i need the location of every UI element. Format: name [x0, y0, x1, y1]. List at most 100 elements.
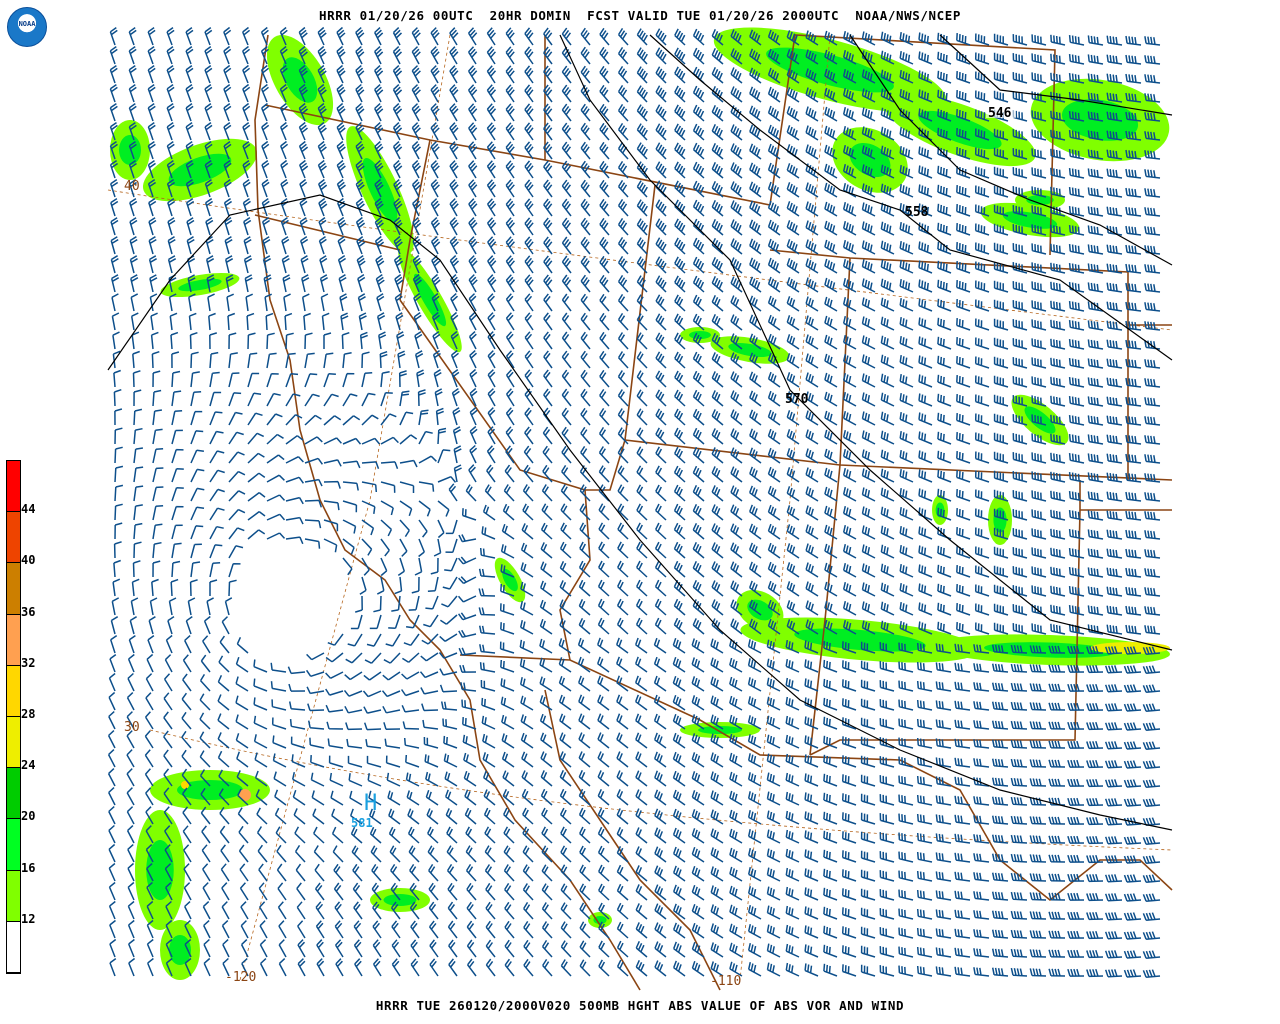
wind-barb: [974, 166, 990, 179]
wind-barb: [918, 298, 933, 312]
wind-barb: [993, 128, 1009, 141]
wind-barb: [991, 739, 1009, 749]
wind-barb: [188, 293, 196, 312]
wind-barb: [318, 197, 328, 217]
lat-label-40: 40: [124, 179, 140, 194]
wind-barb: [804, 944, 819, 958]
wind-barb: [1106, 111, 1123, 122]
wind-barb: [228, 451, 245, 464]
wind-barb: [165, 634, 173, 654]
wind-barb: [1106, 130, 1123, 141]
wind-barb: [133, 427, 143, 445]
wind-barb: [674, 313, 686, 331]
wind-barb: [1031, 376, 1047, 388]
wind-barb: [805, 600, 819, 616]
wind-barb: [956, 166, 971, 179]
wind-barb: [294, 826, 306, 844]
wind-barb: [1050, 129, 1066, 141]
wind-barb: [397, 557, 406, 577]
wind-barb: [1104, 760, 1123, 769]
wind-barb: [956, 242, 971, 255]
wind-barb: [387, 790, 401, 806]
wind-barb: [1031, 509, 1047, 521]
wind-barb: [380, 519, 393, 537]
wind-barb: [486, 46, 496, 65]
wind-barb: [974, 565, 990, 578]
wind-barb: [223, 102, 232, 122]
wind-barb: [317, 121, 327, 141]
color-scale-segment: [7, 563, 20, 615]
wind-barb: [899, 430, 914, 445]
height-contour: [649, 34, 1173, 361]
wind-barb: [1086, 645, 1104, 655]
wind-barb: [260, 45, 269, 65]
wind-barb: [937, 583, 952, 597]
wind-barb: [466, 920, 477, 939]
wind-barb: [189, 579, 198, 597]
wind-barb: [580, 179, 591, 198]
wind-barb: [450, 293, 459, 312]
wind-barb: [786, 49, 800, 65]
wind-barb: [842, 316, 857, 331]
wind-barb: [747, 962, 762, 977]
wind-barb: [405, 614, 420, 629]
wind-barb: [824, 144, 838, 160]
wind-barb: [133, 541, 142, 559]
wind-barb: [204, 121, 213, 141]
wind-barb: [151, 350, 160, 369]
wind-barb: [1050, 490, 1066, 502]
wind-barb: [560, 484, 572, 502]
wind-barb: [1031, 148, 1047, 160]
wind-barb: [973, 663, 990, 673]
wind-barb: [899, 88, 914, 103]
wind-barb: [730, 257, 743, 274]
wind-barb: [539, 580, 553, 597]
wind-barb: [539, 657, 553, 673]
wind-barb: [1106, 282, 1123, 293]
wind-barb: [1067, 740, 1085, 749]
wind-barb: [973, 910, 990, 920]
lon-label-110: -110: [710, 974, 741, 989]
wind-barb: [371, 863, 382, 882]
wind-barb: [561, 312, 572, 331]
wind-barb: [918, 89, 933, 103]
wind-barb: [561, 122, 572, 141]
wind-barb: [285, 332, 294, 350]
wind-barb: [711, 256, 724, 274]
wind-barb: [399, 500, 413, 517]
wind-barb: [110, 197, 119, 217]
wind-barb: [672, 732, 686, 749]
wind-barb: [204, 26, 213, 46]
wind-barb: [202, 901, 211, 920]
wind-barb: [259, 901, 268, 920]
wind-barb: [711, 580, 724, 597]
wind-barb: [1067, 702, 1085, 711]
wind-barb: [486, 141, 497, 160]
wind-barb: [128, 938, 135, 958]
wind-barb: [240, 939, 249, 958]
wind-barb: [1031, 604, 1047, 616]
wind-barb: [559, 560, 572, 578]
wind-barb: [824, 258, 838, 274]
wind-barb: [898, 946, 914, 958]
wind-barb: [672, 656, 686, 673]
wind-barb: [391, 901, 401, 920]
wind-barb: [399, 538, 408, 557]
wind-barb: [380, 538, 390, 557]
wind-barb: [824, 429, 838, 445]
wind-barb: [767, 504, 781, 521]
wind-barb: [541, 845, 553, 863]
wind-barb: [342, 437, 362, 445]
wind-barb: [654, 884, 667, 901]
wind-barb: [147, 26, 156, 46]
wind-barb: [130, 274, 139, 293]
wind-barb: [304, 436, 323, 445]
wind-barb: [1048, 740, 1066, 749]
wind-barb: [361, 519, 375, 536]
wind-barb: [1050, 433, 1066, 445]
wind-barb: [730, 162, 743, 179]
wind-barb: [419, 671, 439, 679]
wind-barb: [374, 103, 384, 122]
wind-barb: [374, 141, 384, 160]
wind-barb: [133, 522, 143, 540]
